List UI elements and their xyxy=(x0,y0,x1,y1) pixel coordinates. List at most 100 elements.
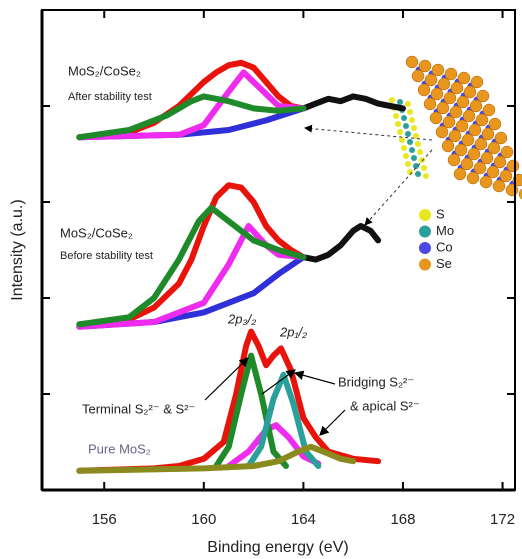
crystal-atom xyxy=(456,120,468,132)
crystal-atom xyxy=(406,56,418,68)
crystal-atom xyxy=(469,124,481,136)
crystal-atom xyxy=(476,114,488,126)
crystal-atom xyxy=(412,70,424,82)
crystal-atom xyxy=(397,99,403,105)
legend-swatch xyxy=(419,209,431,221)
crystal-atom xyxy=(450,106,462,118)
chart: MoS₂/CoSe₂ After stability test MoS₂/CoS… xyxy=(0,0,522,559)
y-axis-label: Intensity (a.u.) xyxy=(9,199,26,300)
crystal-atom xyxy=(454,168,466,180)
crystal-atom xyxy=(481,152,493,164)
crystal-atom xyxy=(399,137,405,143)
crystal-atom xyxy=(451,82,463,94)
crystal-atom xyxy=(461,158,473,170)
crystal-atom xyxy=(405,101,411,107)
crystal-atom xyxy=(493,180,505,192)
crystal-illustration xyxy=(389,56,522,200)
crystal-atom xyxy=(463,110,475,122)
pointer-arrow xyxy=(320,410,345,435)
x-tick-label: 160 xyxy=(191,511,216,528)
crystal-atom xyxy=(437,102,449,114)
crystal-atom xyxy=(415,141,421,147)
crystal-atom xyxy=(462,134,474,146)
crystal-atom xyxy=(468,148,480,160)
pointer-arrow xyxy=(295,373,335,384)
spectrum-curve xyxy=(79,257,303,327)
spectrum-curve xyxy=(303,226,378,260)
annotation: Bridging S₂²⁻ xyxy=(338,374,414,389)
crystal-atom xyxy=(405,131,411,137)
crystal-atom xyxy=(471,76,483,88)
crystal-atom xyxy=(436,126,448,138)
crystal-atom xyxy=(488,142,500,154)
crystal-atom xyxy=(449,130,461,142)
crystal-atom xyxy=(500,170,512,182)
legend-label: Se xyxy=(436,256,452,271)
crystal-atom xyxy=(475,138,487,150)
crystal-atom xyxy=(448,154,460,166)
crystal-atom xyxy=(443,116,455,128)
crystal-atom xyxy=(424,98,436,110)
crystal-atom xyxy=(474,162,486,174)
crystal-atom xyxy=(480,176,492,188)
crystal-atom xyxy=(411,125,417,131)
crystal-atom xyxy=(419,157,425,163)
legend-swatch xyxy=(419,242,431,254)
annotation: & apical S²⁻ xyxy=(350,398,420,413)
crystal-atom xyxy=(397,129,403,135)
legend-swatch xyxy=(419,259,431,271)
crystal-atom xyxy=(487,166,499,178)
crystal-atom xyxy=(457,96,469,108)
annotation: After stability test xyxy=(68,91,152,103)
crystal-atom xyxy=(415,171,421,177)
crystal-atom xyxy=(418,84,430,96)
crystal-atom xyxy=(419,60,431,72)
x-tick-label: 168 xyxy=(390,511,415,528)
crystal-atom xyxy=(501,146,513,158)
crystal-atom xyxy=(495,132,507,144)
crystal-atom xyxy=(477,90,489,102)
x-tick-label: 164 xyxy=(291,511,316,528)
x-tick-label: 172 xyxy=(490,511,515,528)
crystal-atom xyxy=(417,149,423,155)
legend-label: Co xyxy=(436,239,453,254)
crystal-atom xyxy=(483,104,495,116)
annotation: Pure MoS₂ xyxy=(88,441,151,456)
crystal-atom xyxy=(425,74,437,86)
annotation: MoS₂/CoSe₂ xyxy=(60,225,133,240)
crystal-atom xyxy=(389,97,395,103)
crystal-atom xyxy=(407,109,413,115)
crystal-atom xyxy=(432,64,444,76)
legend-swatch xyxy=(419,226,431,238)
x-axis-label: Binding energy (eV) xyxy=(207,539,348,556)
crystal-atom xyxy=(445,68,457,80)
crystal-atom xyxy=(403,153,409,159)
crystal-atom xyxy=(438,78,450,90)
crystal-atom xyxy=(409,117,415,123)
crystal-atom xyxy=(507,160,519,172)
crystal-atom xyxy=(403,123,409,129)
crystal-atom xyxy=(401,145,407,151)
crystal-atom xyxy=(470,100,482,112)
crystal-atom xyxy=(494,156,506,168)
legend-label: S xyxy=(436,206,445,221)
annotation: 2p₃/₂ xyxy=(227,311,256,326)
annotation: Terminal S₂²⁻ & S²⁻ xyxy=(82,401,195,416)
crystal-atom xyxy=(411,155,417,161)
crystal-atom xyxy=(393,113,399,119)
crystal-atom xyxy=(405,161,411,167)
x-tick-label: 156 xyxy=(92,511,117,528)
crystal-atom xyxy=(423,173,429,179)
annotation: MoS₂/CoSe₂ xyxy=(68,63,141,78)
crystal-atom xyxy=(458,72,470,84)
annotation: 2p₁/₂ xyxy=(279,324,307,339)
crystal-atom xyxy=(395,121,401,127)
crystal-atom xyxy=(444,92,456,104)
crystal-atom xyxy=(467,172,479,184)
crystal-atom xyxy=(431,88,443,100)
legend-label: Mo xyxy=(436,223,454,238)
crystal-atom xyxy=(489,118,501,130)
annotation: Before stability test xyxy=(60,250,153,262)
crystal-atom xyxy=(430,112,442,124)
spectrum-curve xyxy=(303,96,403,108)
